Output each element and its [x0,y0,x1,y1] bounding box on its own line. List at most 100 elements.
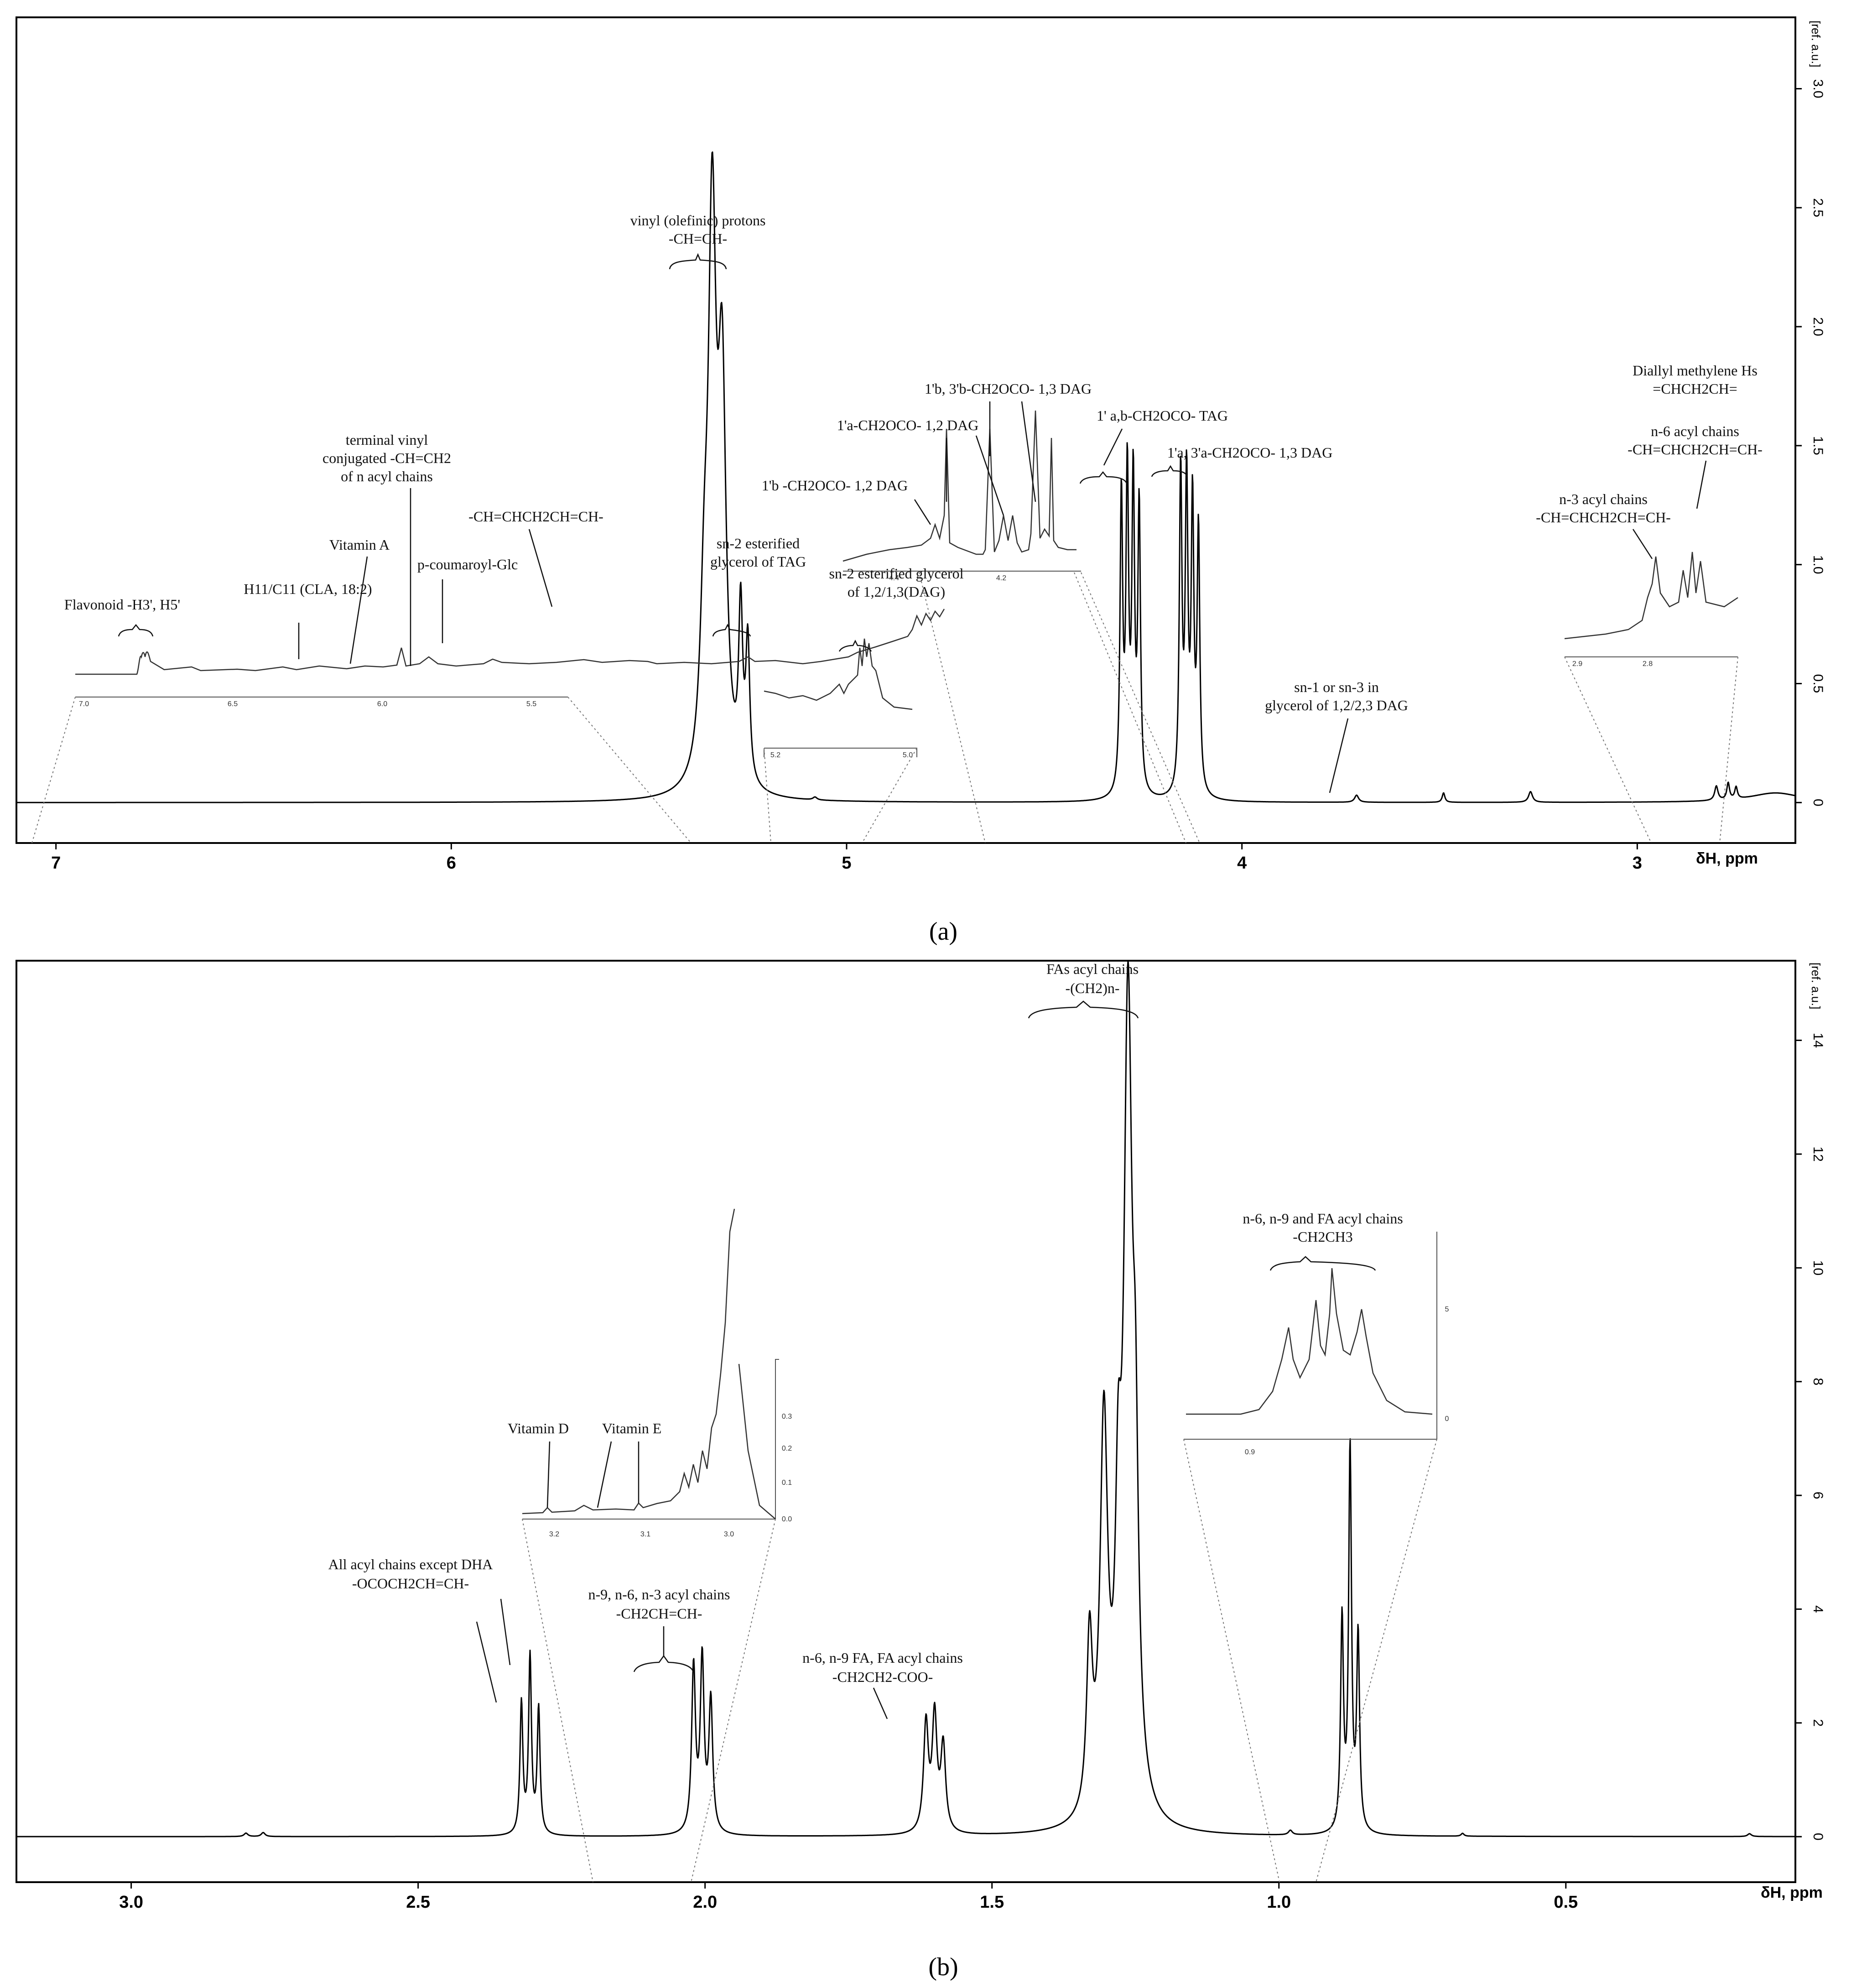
y-tick-label: 0.5 [1810,674,1825,693]
annotation-coo-2: -CH2CH2-COO- [832,1669,933,1685]
annotation-sn2-dag-1: sn-2 esterified glycerol [829,565,964,582]
annotation-vinyl-formula: -CH=CH- [669,230,727,247]
panel-b: 3.0 2.5 2.0 1.5 1.0 0.5 0 2 4 6 8 10 12 14 [ref. a.u… [16,960,1825,1981]
y-tick-label: 2.0 [1810,317,1825,336]
inset-right-tick: 2.9 [1572,660,1582,668]
x-tick-label: 1.5 [980,1893,1004,1912]
leader-sn1 [1329,718,1349,793]
annotation-terminal-1: terminal vinyl [346,432,428,448]
leader-tag-ab [1103,428,1123,466]
annotation-vitA: Vitamin A [329,536,390,553]
panel-a-spectrum-line [16,151,1796,803]
inset-ch3: 0.9 0 5 [1184,1232,1449,1456]
annotation-vitE: Vitamin E [602,1420,662,1436]
y-tick-label: 2 [1810,1719,1825,1727]
inset-left-tick: 7.0 [79,700,89,708]
annotation-n963-2: -CH2CH=CH- [616,1605,702,1622]
inset-vitamins-xtick: 3.0 [724,1530,734,1538]
panel-a-x-axis: 7 6 5 4 3 [51,843,1642,873]
inset-left-tick: 6.5 [228,700,238,708]
annotation-chchch: -CH=CHCH2CH=CH- [468,508,603,525]
y-tick-label: 0 [1810,1833,1825,1841]
inset-right: 2.9 2.8 [1564,552,1738,668]
annotation-flavonoid: Flavonoid -H3', H5' [64,596,180,613]
panel-a-caption: (a) [929,917,957,946]
panel-b-ylabel: [ref. a.u.] [1809,963,1823,1010]
inset-left-spectrum [75,609,945,675]
inset-left: 7.0 6.5 6.0 5.5 [75,609,945,708]
brace-sn2-dag [838,640,872,652]
y-tick-label: 2.5 [1810,198,1825,217]
annotation-sn2-tag-1: sn-2 esterified [717,535,800,552]
panel-b-spectrum-line [16,960,1796,1837]
annotation-n6-1: n-6 acyl chains [1651,423,1739,439]
x-tick-label: 2.5 [406,1893,430,1912]
y-tick-label: 0 [1810,799,1825,807]
y-tick-label: 14 [1810,1033,1825,1048]
annotation-n6-2: -CH=CHCH2CH=CH- [1628,441,1763,458]
panel-b-annotations: FAs acyl chains -(CH2)n- n-6, n-9 and FA… [328,961,1403,1719]
inset-dag-tick: 4.4 [889,574,899,582]
leader-coo [873,1687,888,1719]
annotation-ch3-1: n-6, n-9 and FA acyl chains [1243,1210,1403,1227]
x-tick-label: 6 [447,853,456,873]
panel-a-ylabel: [ref. a.u.] [1809,21,1823,68]
leader-n6 [1696,460,1707,509]
annotation-sn2-dag-2: of 1,2/1,3(DAG) [848,583,945,600]
inset-vitamins-axis [522,1359,779,1520]
annotation-coo-1: n-6, n-9 FA, FA acyl chains [802,1650,963,1666]
x-tick-label: 7 [51,853,61,873]
y-tick-label: 6 [1810,1492,1825,1499]
inset-vitamins-ytick: 0.1 [782,1479,792,1487]
inset-ch3-ytick: 5 [1445,1306,1449,1313]
inset-vitamins-ytick: 0.3 [782,1413,792,1421]
leader-vitE [597,1441,640,1508]
annotation-fas-2: -(CH2)n- [1065,980,1119,996]
annotation-vinyl-title: vinyl (olefinic) protons [630,212,766,229]
brace-vinyl [669,253,727,270]
y-tick-label: 1.5 [1810,436,1825,455]
annotation-sn1-2: glycerol of 1,2/2,3 DAG [1265,697,1408,713]
inset-mid: 5.2 5.0 [764,638,917,759]
annotation-n3-2: -CH=CHCH2CH=CH- [1536,509,1671,526]
x-tick-label: 3 [1633,853,1642,873]
panel-b-frame [16,960,1796,1883]
inset-ch3-ytick: 0 [1445,1415,1449,1423]
inset-vitamins-xtick: 3.2 [549,1530,559,1538]
panel-b-caption: (b) [928,1953,958,1981]
x-tick-label: 0.5 [1554,1893,1578,1912]
panel-a-frame [16,16,1796,844]
brace-fas [1028,1000,1139,1019]
leader-dag-1a [946,435,1004,516]
panel-a-xlabel: δH, ppm [1696,850,1758,867]
annotation-allacyl-2: -OCOCH2CH=CH- [352,1575,469,1592]
x-tick-label: 3.0 [119,1893,143,1912]
inset-vitamins-xtick: 3.1 [640,1530,650,1538]
leader-vitA [349,556,368,664]
annotation-coumaroyl: p-coumaroyl-Glc [417,556,518,572]
inset-dag-spectrum [842,410,1077,562]
brace-sn2-tag [712,624,751,637]
inset-vitamins-tail [738,1363,776,1520]
inset-mid-spectrum [764,638,913,710]
panel-a: 7 6 5 4 3 0 0.5 1.0 1.5 2.0 2.5 3.0 [ref. a.u.] δH… [16,16,1825,946]
inset-ch3-xtick: 0.9 [1245,1448,1255,1456]
leader-chchch [528,529,553,607]
inset-vitamins-ytick: 0.2 [782,1445,792,1452]
panel-b-y-axis: 0 2 4 6 8 10 12 14 [1795,1033,1825,1841]
inset-vitamins-ytick: 0.0 [782,1515,792,1523]
annotation-diallyl-1: Diallyl methylene Hs [1633,362,1758,379]
x-tick-label: 2.0 [693,1893,717,1912]
annotation-sn2-tag-2: glycerol of TAG [710,553,806,570]
annotation-dag-1b: 1'b -CH2OCO- 1,2 DAG [762,477,908,494]
annotation-ch3-2: -CH2CH3 [1293,1228,1353,1245]
y-tick-label: 4 [1810,1605,1825,1613]
panel-a-zoom-guides [31,572,1738,843]
leader-n3 [1632,529,1653,559]
brace-flavonoid [118,624,154,637]
brace-ch3 [1269,1256,1376,1271]
brace-dag-13a [1151,465,1188,477]
annotation-n3-1: n-3 acyl chains [1559,491,1648,507]
annotation-sn1-1: sn-1 or sn-3 in [1294,679,1379,695]
